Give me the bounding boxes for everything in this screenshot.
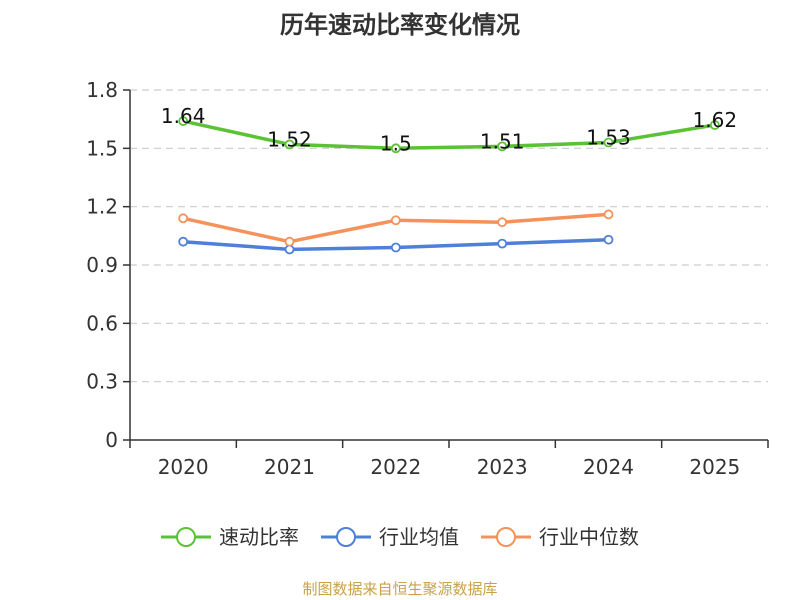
y-tick-label: 0	[105, 428, 118, 452]
data-point[interactable]	[178, 236, 189, 247]
series-layer: 1.64 1.52 1.5 1.51 1.53 1.62	[161, 104, 737, 255]
data-point[interactable]	[390, 143, 401, 154]
data-point[interactable]	[284, 236, 295, 247]
data-label: 1.53	[586, 126, 631, 150]
data-point[interactable]	[390, 215, 401, 226]
legend-item-1[interactable]: 行业均值	[321, 525, 459, 549]
data-point[interactable]	[603, 234, 614, 245]
data-point[interactable]	[603, 209, 614, 220]
series-line	[181, 119, 717, 151]
series-1	[178, 234, 614, 255]
data-point[interactable]	[497, 217, 508, 228]
x-tick-label: 2021	[264, 455, 315, 479]
chart-title: 历年速动比率变化情况	[280, 11, 520, 39]
y-tick-label: 1.8	[86, 78, 118, 102]
x-tick-label: 2022	[370, 455, 421, 479]
grid	[130, 89, 768, 383]
axes: 0 0.3 0.6 0.9 1.2 1.5 1.8 2020 2021 2022 2023 2024 2…	[86, 78, 769, 479]
data-label: 1.52	[267, 127, 312, 151]
x-tick-label: 2024	[583, 455, 634, 479]
data-point[interactable]	[709, 120, 720, 130]
legend-marker-icon	[496, 527, 516, 547]
data-point[interactable]	[178, 116, 189, 127]
data-point[interactable]	[284, 244, 295, 255]
legend-label: 行业中位数	[539, 525, 639, 549]
legend-item-0[interactable]: 速动比率	[161, 525, 299, 549]
data-point[interactable]	[178, 213, 189, 224]
source-note: 制图数据来自恒生聚源数据库	[302, 580, 497, 598]
series-2	[178, 209, 614, 247]
data-label: 1.51	[480, 129, 525, 153]
data-point[interactable]	[284, 139, 295, 150]
legend-item-2[interactable]: 行业中位数	[481, 525, 639, 549]
legend-label: 速动比率	[219, 525, 299, 549]
legend-label: 行业均值	[379, 525, 459, 549]
y-tick-label: 0.9	[86, 253, 118, 277]
data-label: 1.5	[380, 131, 412, 155]
data-point[interactable]	[390, 242, 401, 253]
legend-marker-icon	[336, 527, 356, 547]
x-tick-label: 2025	[689, 455, 740, 479]
data-point[interactable]	[603, 137, 614, 148]
y-tick-label: 1.5	[86, 136, 118, 160]
data-label: 1.62	[693, 108, 738, 132]
legend-marker-icon	[176, 527, 196, 547]
x-tick-label: 2020	[158, 455, 209, 479]
x-tick-label: 2023	[477, 455, 528, 479]
y-tick-label: 0.3	[86, 370, 118, 394]
legend[interactable]: 速动比率 行业均值 行业中位数	[161, 525, 639, 549]
y-tick-label: 0.6	[86, 311, 118, 335]
data-point[interactable]	[497, 141, 508, 152]
series-0: 1.64 1.52 1.5 1.51 1.53 1.62	[161, 104, 737, 155]
data-point[interactable]	[497, 238, 508, 249]
y-tick-label: 1.2	[86, 195, 118, 219]
data-label: 1.64	[161, 104, 206, 128]
